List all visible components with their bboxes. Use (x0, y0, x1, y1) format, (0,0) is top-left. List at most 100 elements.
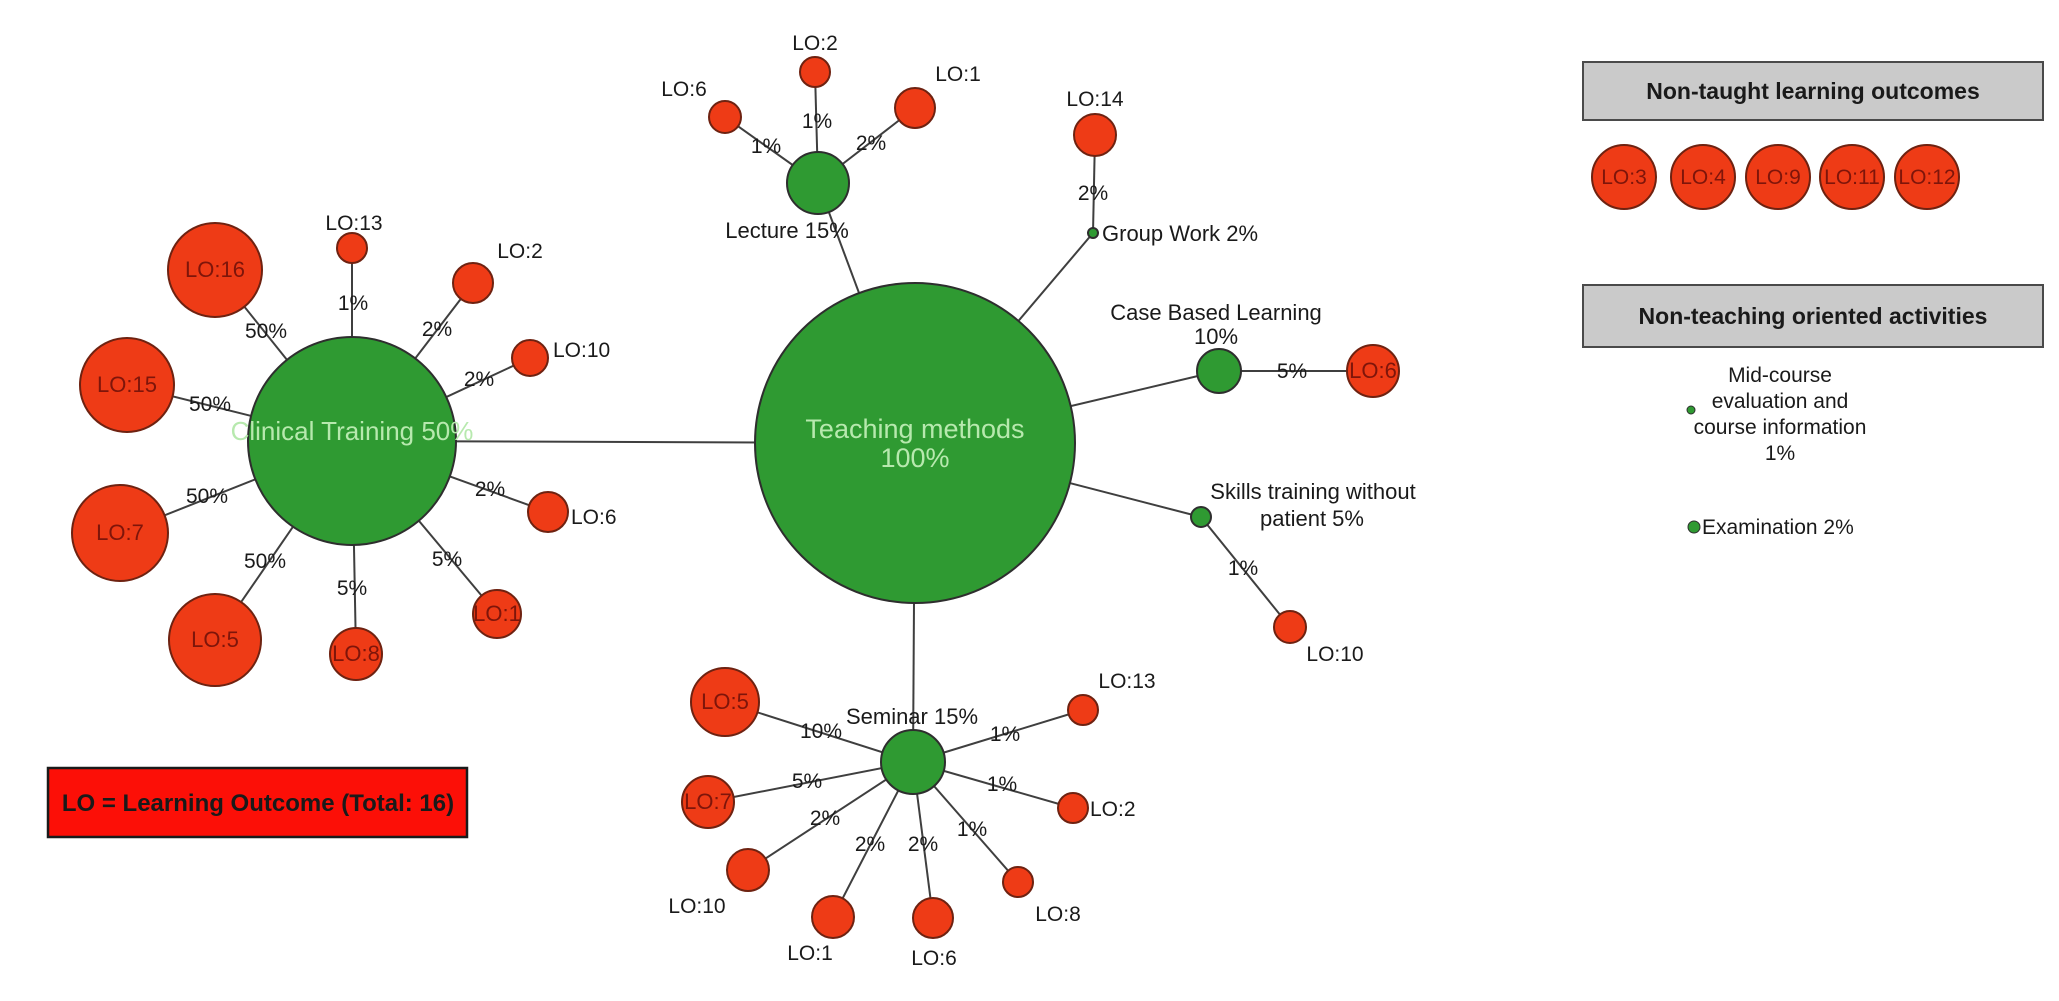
node-skills-lo-10-pct-label: 1% (1228, 557, 1258, 580)
non-teaching-header-box (1582, 284, 2044, 348)
node-seminar-lo-8 (1002, 866, 1034, 898)
node-clinical-lo-8-pct-label: 5% (337, 577, 367, 600)
node-clinical-lo-6-label: LO:6 (571, 506, 617, 529)
node-seminar-lo-8-label: LO:8 (1035, 903, 1081, 926)
node-lecture-lo-1-label: LO:1 (935, 63, 981, 86)
hub-teaching-label-0: Teaching methods (805, 414, 1024, 444)
node-clinical-lo-2-label: LO:2 (497, 240, 543, 263)
node-clinical-lo-16-pct-label: 50% (245, 320, 287, 343)
node-clinical-lo-13-pct-label: 1% (338, 292, 368, 315)
non-teaching-activity-0-line-3: 1% (1765, 442, 1795, 465)
node-seminar-lo-13 (1067, 694, 1099, 726)
hub-lecture-label-0: Lecture 15% (725, 218, 849, 243)
non-teaching-activity-dot-0 (1686, 405, 1696, 415)
node-clinical-lo-1-label: LO:1 (473, 601, 521, 626)
node-cbl-lo-6-pct-label: 5% (1277, 360, 1307, 383)
node-seminar-lo-13-label: LO:13 (1098, 670, 1155, 693)
non-taught-node-lo-12-label: LO:12 (1898, 166, 1955, 189)
node-seminar-lo-10-label: LO:10 (668, 895, 725, 918)
hub-teaching-label-1: 100% (880, 443, 949, 473)
node-seminar-lo-5-pct-label: 10% (800, 720, 842, 743)
node-seminar-lo-1 (811, 895, 855, 939)
node-seminar-lo-6 (912, 897, 954, 939)
node-skills-lo-10 (1273, 610, 1307, 644)
node-seminar-lo-6-label: LO:6 (911, 947, 957, 970)
hub-skills-label-0: Skills training without (1210, 479, 1415, 504)
node-clinical-lo-13-label: LO:13 (325, 212, 382, 235)
node-clinical-lo-10-label: LO:10 (553, 339, 610, 362)
hub-cbl-label-0: Case Based Learning (1110, 300, 1322, 325)
hub-groupwork-label-0: Group Work 2% (1102, 221, 1258, 246)
lo-note-box (46, 766, 469, 839)
hub-skills-circle (1190, 506, 1212, 528)
node-seminar-lo-7-pct-label: 5% (792, 770, 822, 793)
node-lecture-lo-6 (708, 100, 742, 134)
non-taught-node-lo-4-label: LO:4 (1680, 166, 1726, 189)
non-teaching-header-title: Non-teaching oriented activities (1639, 303, 1988, 329)
node-seminar-lo-6-pct-label: 2% (908, 833, 938, 856)
non-taught-node-lo-3-label: LO:3 (1601, 166, 1647, 189)
lo-note-text: LO = Learning Outcome (Total: 16) (62, 790, 454, 817)
node-clinical-lo-10 (511, 339, 549, 377)
node-lecture-lo-6-label: LO:6 (661, 78, 707, 101)
edge-skills-lo-10 (1200, 516, 1291, 628)
node-seminar-lo-1-label: LO:1 (787, 942, 833, 965)
node-clinical-lo-2-pct-label: 2% (422, 318, 452, 341)
node-clinical-lo-15-pct-label: 50% (189, 393, 231, 416)
node-clinical-lo-1 (472, 589, 522, 639)
node-clinical-lo-6-pct-label: 2% (475, 478, 505, 501)
hub-cbl-label-1: 10% (1194, 324, 1238, 349)
node-seminar-lo-10-pct-label: 2% (810, 807, 840, 830)
hub-clinical-circle (247, 336, 457, 546)
node-seminar-lo-5-label: LO:5 (701, 689, 749, 714)
node-clinical-lo-16-label: LO:16 (185, 257, 245, 282)
node-lecture-lo-6-pct-label: 1% (751, 135, 781, 158)
node-cbl-lo-6-label: LO:6 (1349, 358, 1397, 383)
non-taught-node-lo-9-label: LO:9 (1755, 166, 1801, 189)
node-cbl-lo-6 (1346, 344, 1400, 398)
node-groupwork-lo-14-pct-label: 2% (1078, 182, 1108, 205)
hub-skills-label-1: patient 5% (1260, 506, 1364, 531)
node-clinical-lo-7-pct-label: 50% (186, 485, 228, 508)
node-seminar-lo-7-label: LO:7 (684, 789, 732, 814)
non-taught-node-lo-12 (1894, 144, 1960, 210)
node-clinical-lo-15 (79, 337, 175, 433)
node-seminar-lo-2-label: LO:2 (1090, 798, 1136, 821)
node-clinical-lo-13 (336, 232, 368, 264)
node-clinical-lo-7-label: LO:7 (96, 520, 144, 545)
node-skills-lo-10-label: LO:10 (1306, 643, 1363, 666)
non-taught-node-lo-3 (1591, 144, 1657, 210)
non-teaching-activity-dot-1 (1687, 520, 1701, 534)
edge-seminar-lo-7 (707, 761, 914, 803)
node-clinical-lo-8-label: LO:8 (332, 641, 380, 666)
non-teaching-activity-0-line-0: Mid-course (1728, 364, 1832, 387)
node-seminar-lo-7 (681, 775, 735, 829)
node-groupwork-lo-14 (1073, 113, 1117, 157)
non-teaching-activity-1-line-0: Examination 2% (1702, 516, 1854, 539)
hub-teaching-circle (754, 282, 1076, 604)
node-seminar-lo-2 (1057, 792, 1089, 824)
non-teaching-activity-0-line-2: course information (1694, 416, 1867, 439)
node-lecture-lo-2-pct-label: 1% (802, 110, 832, 133)
non-taught-node-lo-4 (1670, 144, 1736, 210)
node-seminar-lo-2-pct-label: 1% (987, 773, 1017, 796)
node-seminar-lo-10 (726, 848, 770, 892)
node-clinical-lo-10-pct-label: 2% (464, 368, 494, 391)
hub-groupwork-circle (1087, 227, 1099, 239)
node-clinical-lo-5-pct-label: 50% (244, 550, 286, 573)
node-clinical-lo-5 (168, 593, 262, 687)
node-clinical-lo-1-pct-label: 5% (432, 548, 462, 571)
node-lecture-lo-1-pct-label: 2% (856, 132, 886, 155)
hub-seminar-circle (880, 729, 946, 795)
node-clinical-lo-7 (71, 484, 169, 582)
non-taught-node-lo-9 (1745, 144, 1811, 210)
non-taught-header-title: Non-taught learning outcomes (1646, 78, 1980, 104)
node-seminar-lo-8-pct-label: 1% (957, 818, 987, 841)
hub-seminar-label-0: Seminar 15% (846, 704, 978, 729)
node-lecture-lo-2 (799, 56, 831, 88)
node-seminar-lo-5 (690, 667, 760, 737)
node-clinical-lo-5-label: LO:5 (191, 627, 239, 652)
node-clinical-lo-16 (167, 222, 263, 318)
node-seminar-lo-1-pct-label: 2% (855, 833, 885, 856)
